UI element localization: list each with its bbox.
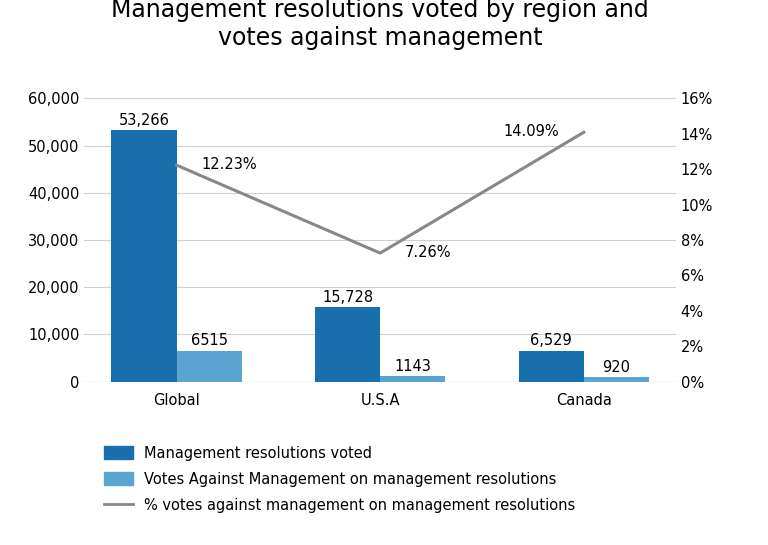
Text: 12.23%: 12.23% [201,157,257,172]
Text: 920: 920 [602,360,631,375]
Text: 6,529: 6,529 [531,334,572,348]
Bar [380,376,445,381]
Bar [111,130,177,382]
Title: Management resolutions voted by region and
votes against management: Management resolutions voted by region a… [111,0,649,50]
Bar [518,350,584,381]
Text: 1143: 1143 [394,359,431,374]
Legend: Management resolutions voted, Votes Against Management on management resolutions: Management resolutions voted, Votes Agai… [104,446,576,512]
Text: 6515: 6515 [190,334,227,348]
Text: 7.26%: 7.26% [405,245,451,260]
Bar [584,377,649,382]
Text: 15,728: 15,728 [322,290,373,305]
Bar [315,307,380,382]
Text: 14.09%: 14.09% [504,124,559,139]
Bar [177,351,242,382]
Text: 53,266: 53,266 [118,113,170,128]
